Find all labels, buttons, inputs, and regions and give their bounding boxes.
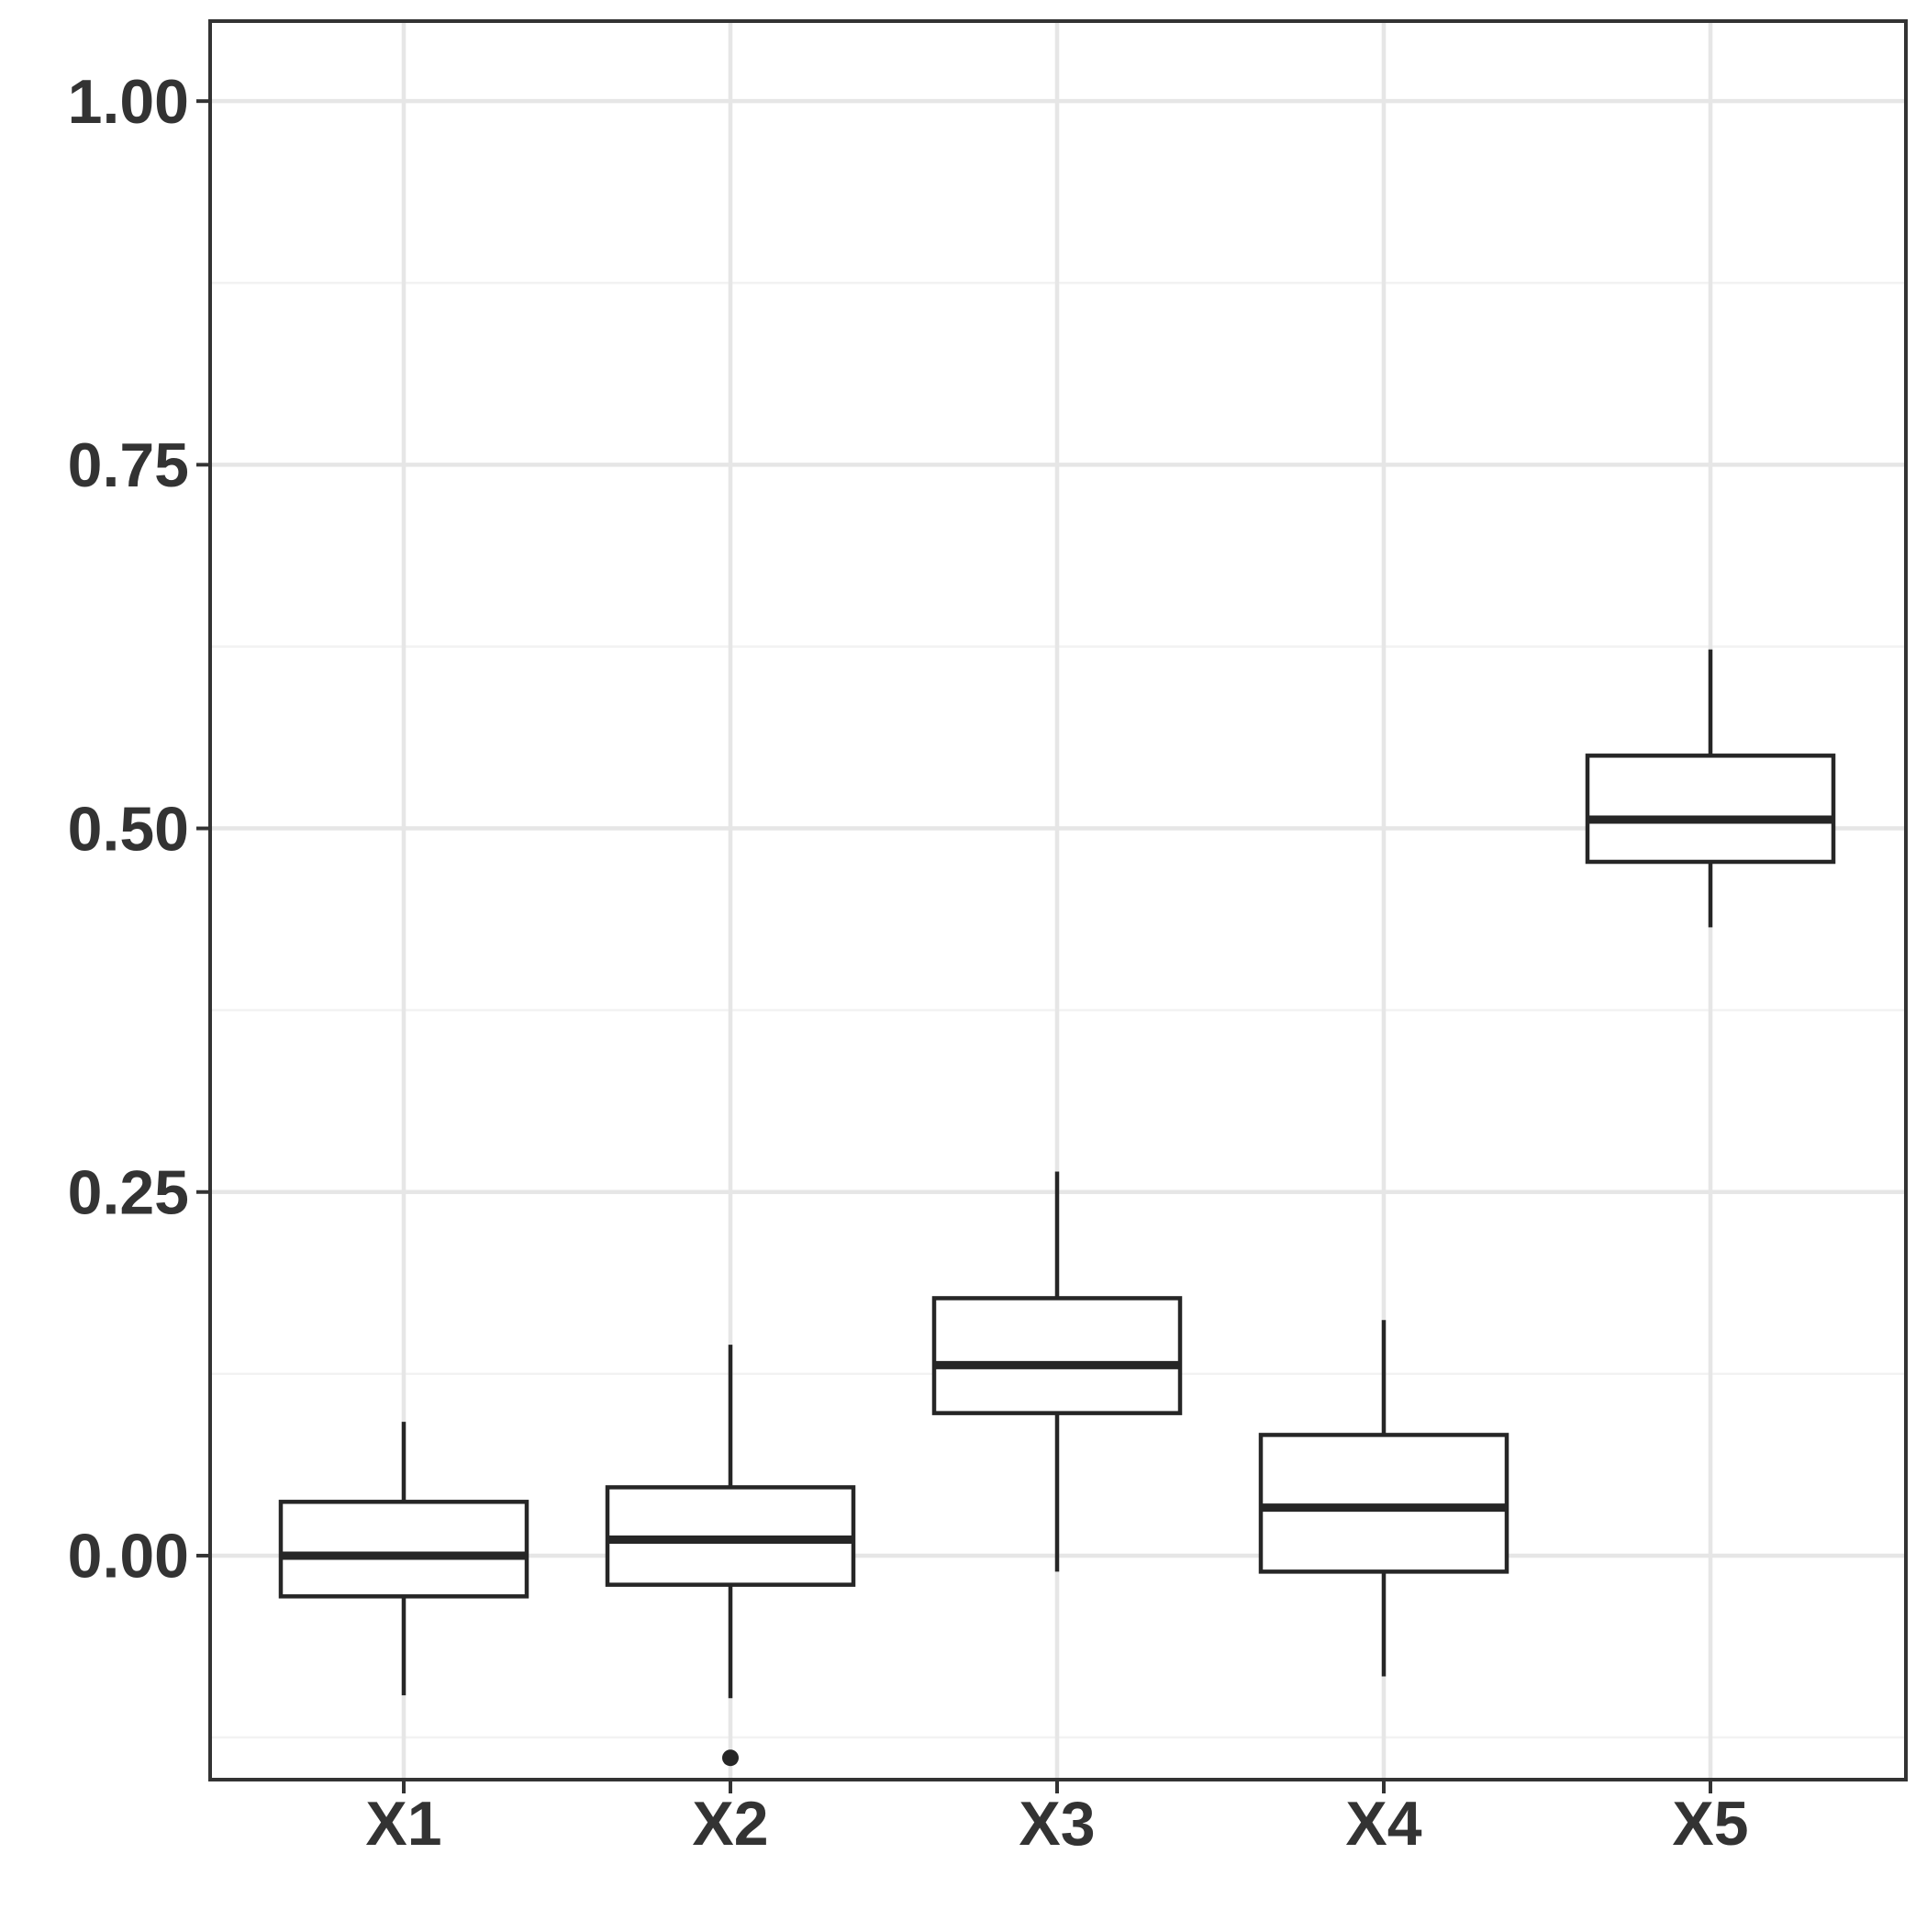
box-X5	[1585, 754, 1836, 865]
box-X1	[278, 1500, 529, 1599]
x-tick-label-X3: X3	[1019, 1789, 1095, 1859]
x-tick-label-X5: X5	[1672, 1789, 1748, 1859]
box-X3	[931, 1296, 1183, 1415]
x-tick-label-X4: X4	[1345, 1789, 1421, 1859]
y-tick-label-0.75: 0.75	[68, 430, 189, 500]
y-tick-label-0.50: 0.50	[68, 794, 189, 864]
y-tick-label-1.00: 1.00	[68, 67, 189, 137]
x-tick-label-X2: X2	[692, 1789, 768, 1859]
box-X4	[1258, 1433, 1509, 1574]
y-tick-label-0.00: 0.00	[68, 1522, 189, 1591]
y-tick-label-0.25: 0.25	[68, 1158, 189, 1228]
outlier-X2-0	[722, 1749, 739, 1767]
x-tick-label-X1: X1	[365, 1789, 441, 1859]
